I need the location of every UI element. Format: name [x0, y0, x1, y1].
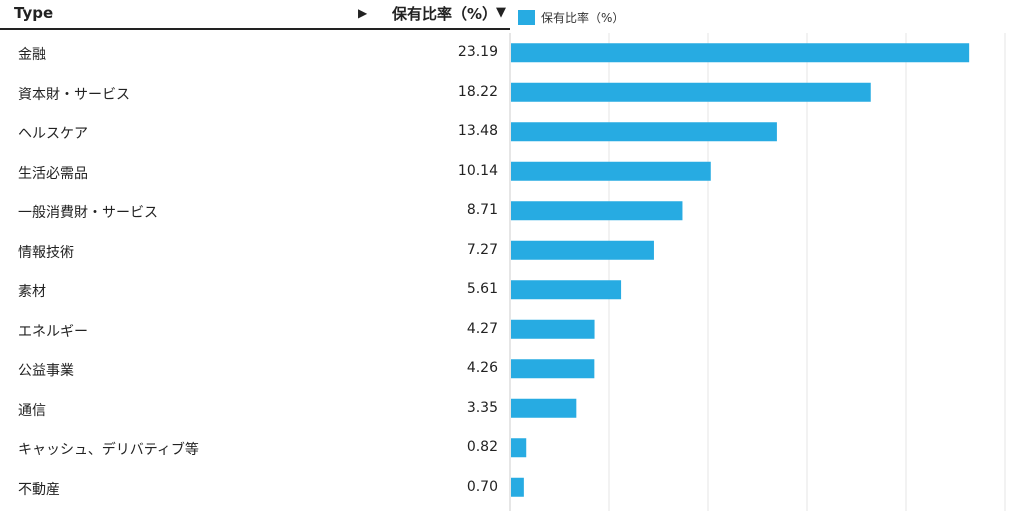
bar[interactable]	[511, 280, 622, 300]
bar[interactable]	[511, 477, 524, 497]
row-label: 素材	[18, 284, 46, 300]
row-value: 7.27	[466, 241, 498, 258]
table-header: Type ▶ 保有比率（%） ▼	[0, 0, 510, 30]
row-label: 一般消費財・サービス	[18, 205, 158, 221]
type-column-header[interactable]: Type	[14, 4, 54, 22]
table-row: エネルギー 4.27	[0, 310, 510, 350]
row-label: 通信	[18, 402, 46, 419]
bar[interactable]	[511, 122, 777, 142]
row-label: 情報技術	[18, 244, 74, 261]
row-label: キャッシュ、デリバティブ等	[18, 442, 199, 458]
row-label: ヘルスケア	[18, 126, 88, 142]
row-label: 公益事業	[18, 363, 74, 379]
table-row: 素材 5.61	[0, 270, 510, 310]
row-value: 13.48	[457, 123, 498, 139]
row-label: 不動産	[18, 481, 60, 498]
row-value: 3.35	[466, 399, 498, 416]
row-value: 8.71	[466, 202, 498, 218]
legend-swatch	[518, 9, 535, 25]
row-value: 23.19	[457, 44, 498, 60]
table-row: 不動産 0.70	[0, 468, 510, 508]
bar[interactable]	[511, 359, 595, 379]
bar[interactable]	[511, 161, 711, 181]
row-label: 資本財・サービス	[18, 86, 130, 103]
table-row: 通信 3.35	[0, 389, 510, 429]
legend-label: 保有比率（%）	[541, 10, 625, 25]
table-row: 情報技術 7.27	[0, 231, 510, 271]
bar[interactable]	[511, 240, 654, 260]
chart-legend: 保有比率（%）	[518, 7, 624, 27]
table-row: キャッシュ、デリバティブ等 0.82	[0, 428, 510, 468]
row-value: 0.82	[466, 439, 498, 455]
row-label: 金融	[18, 47, 46, 63]
table-row: 金融 23.19	[0, 33, 510, 73]
row-value: 4.26	[466, 360, 498, 376]
table-row: 資本財・サービス 18.22	[0, 73, 510, 113]
table-row: 公益事業 4.26	[0, 349, 510, 389]
table-row: 生活必需品 10.14	[0, 152, 510, 192]
row-label: エネルギー	[18, 323, 88, 340]
bar[interactable]	[511, 43, 970, 63]
row-value: 4.27	[466, 320, 498, 337]
row-value: 10.14	[457, 162, 498, 179]
ratio-column-header[interactable]: 保有比率（%）	[392, 5, 498, 23]
table-row: 一般消費財・サービス 8.71	[0, 191, 510, 231]
data-table: Type ▶ 保有比率（%） ▼ 金融 23.19 資本財・サービス 18.22 ヘルス…	[0, 0, 510, 511]
row-value: 5.61	[466, 281, 498, 297]
row-value: 0.70	[466, 478, 498, 495]
sort-down-icon[interactable]: ▼	[496, 5, 506, 20]
expand-arrow-icon[interactable]: ▶	[358, 6, 368, 20]
table-row: ヘルスケア 13.48	[0, 112, 510, 152]
bar[interactable]	[511, 82, 871, 102]
bar[interactable]	[511, 319, 595, 339]
bar[interactable]	[511, 201, 683, 221]
row-value: 18.22	[457, 83, 498, 100]
row-label: 生活必需品	[18, 165, 88, 182]
bar[interactable]	[511, 398, 577, 418]
bar[interactable]	[511, 438, 527, 458]
